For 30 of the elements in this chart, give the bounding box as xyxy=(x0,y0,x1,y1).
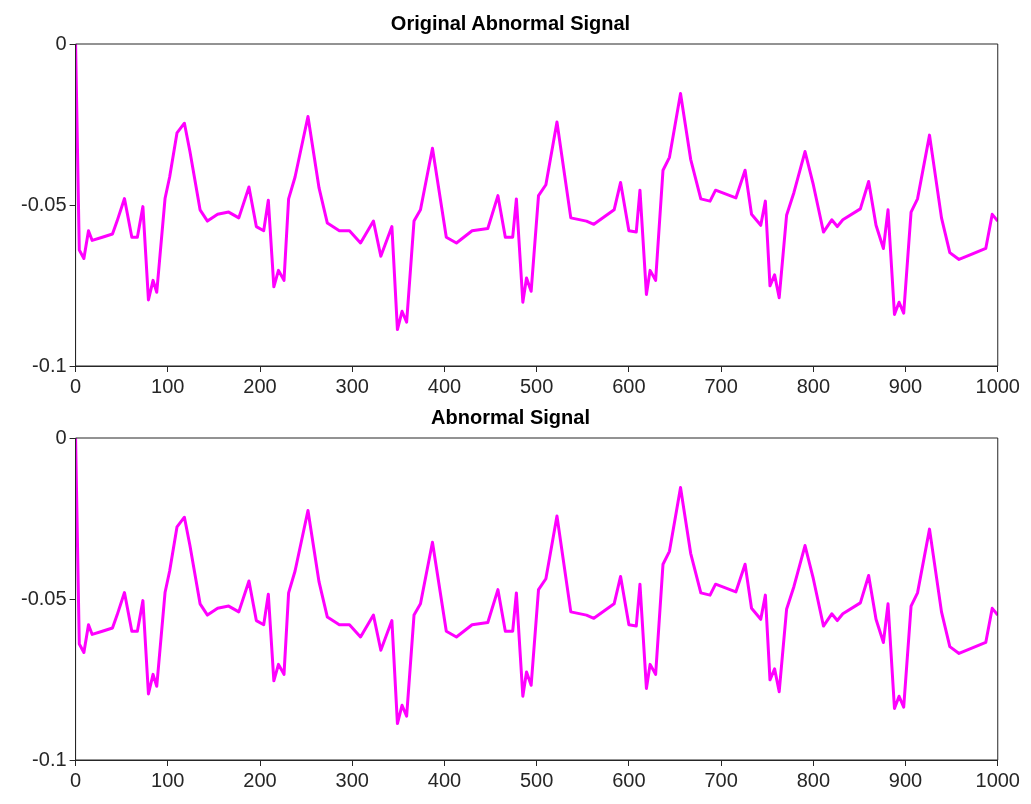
x-tick-label: 0 xyxy=(70,768,82,791)
y-tick-label: 0 xyxy=(55,425,67,448)
x-tick-label: 400 xyxy=(427,374,462,397)
x-tick-label: 900 xyxy=(888,768,923,791)
x-tick-label: 400 xyxy=(427,768,462,791)
x-tick-label: 1000 xyxy=(975,768,1020,791)
x-tick-label: 700 xyxy=(704,768,738,791)
chart-title: Abnormal Signal xyxy=(431,405,590,428)
y-tick-label: -0.1 xyxy=(32,747,67,770)
x-tick-label: 900 xyxy=(888,374,923,397)
chart-title: Original Abnormal Signal xyxy=(390,11,631,34)
x-tick-label: 100 xyxy=(151,374,185,397)
x-tick-label: 500 xyxy=(519,768,554,791)
x-tick-label: 300 xyxy=(335,374,369,397)
x-tick-label: 600 xyxy=(612,374,646,397)
x-tick-label: 100 xyxy=(151,768,185,791)
x-tick-label: 1000 xyxy=(975,374,1020,397)
x-tick-label: 600 xyxy=(612,768,646,791)
x-tick-label: 300 xyxy=(335,768,369,791)
y-tick-label: -0.05 xyxy=(20,586,67,609)
x-tick-label: 800 xyxy=(796,374,831,397)
y-tick-label: -0.05 xyxy=(20,192,67,215)
x-tick-label: 800 xyxy=(796,768,831,791)
x-tick-label: 0 xyxy=(70,374,82,397)
x-tick-label: 200 xyxy=(243,374,277,397)
y-tick-label: -0.1 xyxy=(32,353,67,376)
x-tick-label: 200 xyxy=(243,768,277,791)
x-tick-label: 700 xyxy=(704,374,738,397)
x-tick-label: 500 xyxy=(519,374,554,397)
y-tick-label: 0 xyxy=(55,31,67,54)
